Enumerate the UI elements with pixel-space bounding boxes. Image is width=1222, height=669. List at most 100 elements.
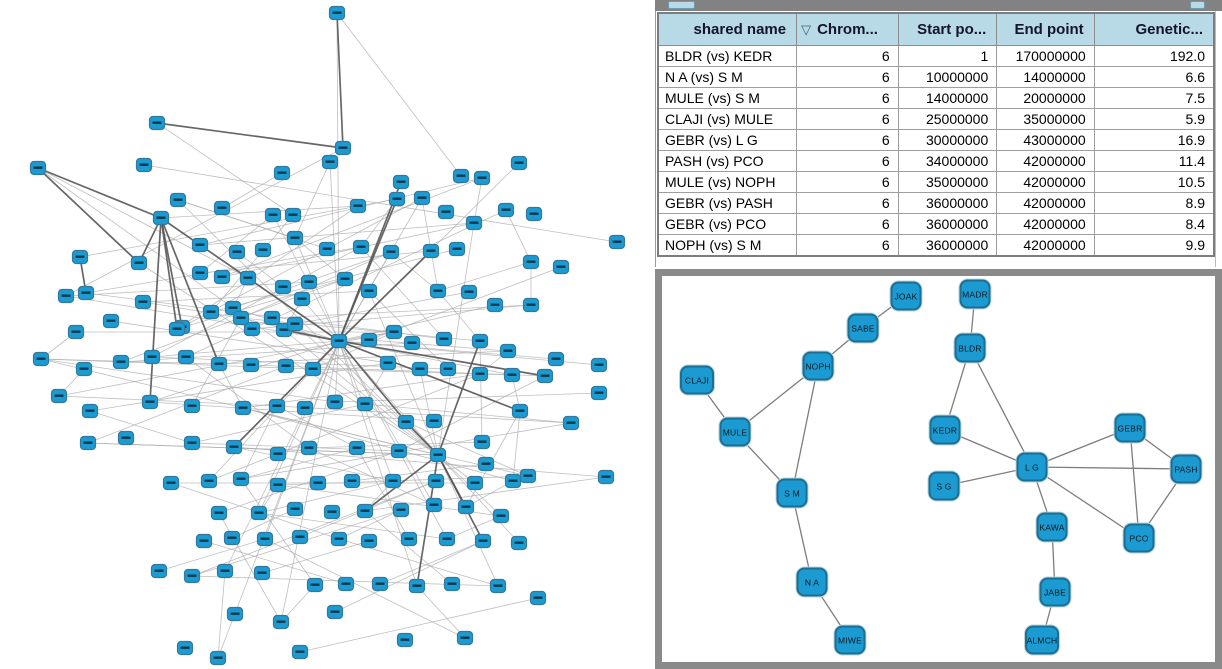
graph-edge[interactable] [338,509,402,540]
graph-edge[interactable] [142,301,242,319]
graph-edge[interactable] [294,323,439,456]
cell-value[interactable]: 6 [796,192,899,214]
cell-value[interactable]: 35000000 [996,108,1095,130]
cell-value[interactable]: 34000000 [897,150,998,172]
table-row[interactable]: CLAJI (vs) MULE 6 25000000 35000000 5.9 [657,108,1215,130]
graph-edge[interactable] [217,570,226,659]
graph-edge[interactable] [89,362,389,412]
column-header-chrom[interactable]: ▽ Chrom... [796,12,899,46]
graph-edge[interactable] [294,237,346,280]
graph-edge-gebr-l-g[interactable] [1031,427,1131,468]
graph-edge[interactable] [160,217,220,365]
graph-edge[interactable] [473,177,483,224]
graph-edge[interactable] [65,281,310,297]
graph-edge[interactable] [294,161,331,239]
graph-node-claji[interactable]: CLAJI [680,365,714,395]
cell-value[interactable]: 6 [796,234,899,257]
graph-node-pco[interactable]: PCO [1123,523,1155,553]
cell-value[interactable]: 14000000 [897,87,998,109]
graph-edge[interactable] [301,298,340,342]
graph-edge[interactable] [149,217,162,403]
cell-value[interactable]: 6 [796,66,899,88]
cell-value[interactable]: 25000000 [897,108,998,130]
graph-edge[interactable] [240,405,278,480]
graph-node-gebr[interactable]: GEBR [1114,413,1146,443]
graph-edge[interactable] [360,246,445,340]
cell-value[interactable]: 8.9 [1093,192,1215,214]
cell-value[interactable]: 42000000 [996,234,1095,257]
cell-shared-name[interactable]: NOPH (vs) S M [657,234,798,257]
cell-value[interactable]: 7.5 [1093,87,1215,109]
graph-edge[interactable] [221,222,475,278]
graph-edge[interactable] [191,480,437,577]
column-header-genetic[interactable]: Genetic... [1093,12,1215,46]
cell-value[interactable]: 6 [796,150,899,172]
graph-node-mule[interactable]: MULE [719,417,751,447]
table-row[interactable]: N A (vs) S M 6 10000000 14000000 6.6 [657,66,1215,88]
cell-shared-name[interactable]: N A (vs) S M [657,66,798,88]
graph-edge[interactable] [338,340,407,423]
graph-edge[interactable] [143,164,618,243]
graph-edge[interactable] [405,421,529,477]
cell-value[interactable]: 11.4 [1093,150,1215,172]
graph-node-bldr[interactable]: BLDR [954,333,986,363]
graph-node-sabe[interactable]: SABE [847,313,879,343]
graph-edge-bldr-l-g[interactable] [969,347,1033,468]
graph-edge[interactable] [199,214,274,274]
column-header-start-po[interactable]: Start po... [897,12,998,46]
graph-edge[interactable] [334,340,340,403]
cell-value[interactable]: 42000000 [996,171,1095,193]
table-row[interactable]: PASH (vs) PCO 6 34000000 42000000 11.4 [657,150,1215,172]
cell-value[interactable]: 170000000 [996,45,1095,67]
graph-edge[interactable] [312,331,395,370]
cell-value[interactable]: 6 [796,213,899,235]
graph-node-joak[interactable]: JOAK [890,281,922,311]
scrollbar-fragment-right[interactable] [1190,1,1205,9]
table-row[interactable]: GEBR (vs) L G 6 30000000 43000000 16.9 [657,129,1215,151]
graph-edge[interactable] [338,340,435,506]
graph-edge[interactable] [437,454,520,544]
graph-node-pash[interactable]: PASH [1170,454,1202,484]
graph-edge[interactable] [233,340,340,448]
cell-value[interactable]: 35000000 [897,171,998,193]
cell-shared-name[interactable]: CLAJI (vs) MULE [657,108,798,130]
graph-edge[interactable] [437,454,467,508]
graph-edge[interactable] [505,209,532,263]
graph-edge[interactable] [356,447,410,540]
graph-edge[interactable] [156,122,294,216]
graph-edge-gebr-pco[interactable] [1129,427,1140,539]
graph-edge[interactable] [218,363,244,409]
graph-node-jabe[interactable]: JABE [1039,577,1071,607]
graph-edge[interactable] [79,198,398,258]
cell-value[interactable]: 30000000 [897,129,998,151]
graph-edge[interactable] [221,172,283,209]
graph-edge[interactable] [158,538,266,572]
cell-value[interactable]: 42000000 [996,192,1095,214]
graph-edge[interactable] [65,295,340,342]
scrollbar-fragment-left[interactable] [668,1,695,9]
cell-value[interactable]: 14000000 [996,66,1095,88]
overview-network-panel[interactable] [0,0,655,669]
graph-edge[interactable] [437,261,532,292]
graph-edge[interactable] [512,410,521,482]
graph-edge[interactable] [37,167,140,264]
cell-value[interactable]: 6 [796,87,899,109]
cell-shared-name[interactable]: MULE (vs) S M [657,87,798,109]
graph-edge[interactable] [283,329,340,342]
graph-edge[interactable] [437,222,475,456]
graph-edge-s-m-n-a[interactable] [791,492,813,583]
cell-shared-name[interactable]: BLDR (vs) KEDR [657,45,798,67]
graph-edge[interactable] [240,478,316,586]
graph-edge[interactable] [151,356,449,370]
graph-node-madr[interactable]: MADR [959,279,991,309]
graph-edge[interactable] [338,340,521,412]
graph-edge[interactable] [276,405,572,424]
cell-value[interactable]: 43000000 [996,129,1095,151]
graph-edge[interactable] [338,250,432,342]
graph-edge[interactable] [236,251,284,288]
graph-edge[interactable] [308,447,435,506]
graph-edge[interactable] [336,12,462,177]
graph-edge[interactable] [334,540,484,613]
cell-value[interactable]: 9.9 [1093,234,1215,257]
cell-value[interactable]: 6 [796,108,899,130]
